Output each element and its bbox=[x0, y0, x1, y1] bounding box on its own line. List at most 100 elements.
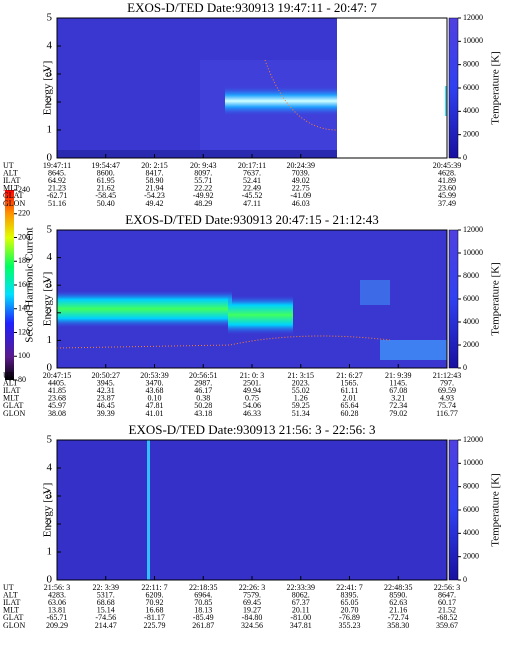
y2-tick-label: 8000 bbox=[463, 59, 479, 68]
table-cell: 355.23 bbox=[339, 621, 361, 630]
table-cell: 38.08 bbox=[48, 409, 66, 418]
table-cell: 21.62 bbox=[97, 184, 115, 193]
table-cell: -81.00 bbox=[290, 613, 311, 622]
table-cell: 4.93 bbox=[440, 394, 454, 403]
table-cell: -54.23 bbox=[144, 191, 165, 200]
y2-tick-label: 8000 bbox=[463, 271, 479, 280]
table-cell: 209.29 bbox=[46, 621, 68, 630]
row-label: ILAT bbox=[3, 386, 20, 395]
table-cell: 46.03 bbox=[292, 199, 310, 208]
y2-tick-label: 0 bbox=[463, 363, 467, 372]
table-cell: -68.52 bbox=[437, 613, 458, 622]
table-cell: 0.75 bbox=[245, 394, 259, 403]
table-cell: -49.92 bbox=[193, 191, 214, 200]
row-label: GLAT bbox=[3, 401, 24, 410]
row-label: GLON bbox=[3, 199, 25, 208]
table-cell: 21: 0: 3 bbox=[240, 371, 264, 380]
table-cell: 47.11 bbox=[243, 199, 261, 208]
y2-tick-label: 2000 bbox=[463, 551, 479, 560]
table-cell: 22.49 bbox=[243, 184, 261, 193]
table-cell: 22:18:35 bbox=[189, 583, 217, 592]
table-cell: 116.77 bbox=[436, 409, 458, 418]
table-cell: 54.06 bbox=[243, 401, 261, 410]
y2-tick-label: 12000 bbox=[463, 13, 483, 22]
table-cell: 49.94 bbox=[243, 386, 261, 395]
y2-tick-label: 6000 bbox=[463, 505, 479, 514]
table-cell: 8590. bbox=[389, 590, 407, 599]
row-label: UT bbox=[3, 583, 14, 592]
y2-tick-label: 10000 bbox=[463, 248, 483, 257]
table-cell: 6209. bbox=[146, 590, 164, 599]
colorbar-tick-label: 80 bbox=[18, 375, 26, 384]
y-tick-label: 2 bbox=[47, 96, 53, 108]
colorbar-tick-label: 220 bbox=[18, 209, 30, 218]
table-cell: 15.14 bbox=[97, 606, 115, 615]
table-cell: 22:11: 7 bbox=[141, 583, 167, 592]
panel-title: EXOS-D/TED Date:930913 19:47:11 - 20:47:… bbox=[127, 0, 377, 15]
table-cell: 358.30 bbox=[387, 621, 409, 630]
table-cell: 61.11 bbox=[341, 386, 359, 395]
table-cell: 46.33 bbox=[243, 409, 261, 418]
table-cell: 13.81 bbox=[48, 606, 66, 615]
table-cell: -65.71 bbox=[47, 613, 68, 622]
colorbar-right bbox=[448, 17, 459, 159]
row-label: GLAT bbox=[3, 613, 24, 622]
table-cell: -84.80 bbox=[242, 613, 263, 622]
table-cell: 20:17:11 bbox=[238, 161, 266, 170]
table-cell: 8417. bbox=[146, 168, 164, 177]
table-cell: 8395. bbox=[341, 590, 359, 599]
colorbar-tick-label: 180 bbox=[18, 256, 30, 265]
y-tick-label: 0 bbox=[47, 362, 53, 374]
colorbar-tick-label: 160 bbox=[18, 280, 30, 289]
table-cell: 2987. bbox=[194, 378, 212, 387]
table-cell: 67.08 bbox=[389, 386, 407, 395]
y2-tick-label: 12000 bbox=[463, 225, 483, 234]
table-cell: 51.34 bbox=[292, 409, 310, 418]
y-axis-label: Energy [eV] bbox=[42, 61, 54, 115]
table-cell: -74.56 bbox=[95, 613, 116, 622]
table-cell: 20: 2:15 bbox=[141, 161, 167, 170]
table-cell: 22:33:39 bbox=[287, 583, 315, 592]
table-cell: 39.39 bbox=[97, 409, 115, 418]
table-cell: 70.92 bbox=[146, 598, 164, 607]
spectrogram-band bbox=[225, 86, 337, 116]
table-cell: 22:26: 3 bbox=[239, 583, 265, 592]
table-cell: 7039. bbox=[292, 168, 310, 177]
table-cell: 50.28 bbox=[194, 401, 212, 410]
table-cell: 261.87 bbox=[192, 621, 214, 630]
table-cell: 1565. bbox=[341, 378, 359, 387]
table-cell: 55.71 bbox=[194, 176, 212, 185]
spectrogram-band bbox=[228, 295, 293, 335]
table-cell: 19.27 bbox=[243, 606, 261, 615]
table-cell: 21: 6:27 bbox=[336, 371, 362, 380]
y2-tick-label: 6000 bbox=[463, 83, 479, 92]
table-cell: 4405. bbox=[48, 378, 66, 387]
y-tick-label: 3 bbox=[47, 490, 53, 502]
table-cell: 47.81 bbox=[146, 401, 164, 410]
table-cell: 2.01 bbox=[343, 394, 357, 403]
y-tick-label: 1 bbox=[47, 334, 53, 346]
spectrogram-patch bbox=[380, 340, 447, 360]
row-label: ALT bbox=[3, 168, 18, 177]
table-cell: 347.81 bbox=[290, 621, 312, 630]
table-cell: 2501. bbox=[243, 378, 261, 387]
y-tick-label: 1 bbox=[47, 124, 53, 136]
table-cell: 60.17 bbox=[438, 598, 456, 607]
spectrogram-band bbox=[57, 290, 232, 328]
table-cell: 22:48:35 bbox=[384, 583, 412, 592]
spectrogram-trace bbox=[56, 335, 391, 349]
table-cell: 65.64 bbox=[341, 401, 359, 410]
y-tick-label: 5 bbox=[47, 224, 53, 236]
table-cell: 41.89 bbox=[438, 176, 456, 185]
y2-tick-label: 4000 bbox=[463, 528, 479, 537]
table-cell: 19:54:47 bbox=[92, 161, 120, 170]
table-cell: 69.45 bbox=[243, 598, 261, 607]
y-tick-label: 1 bbox=[47, 546, 53, 558]
table-cell: 16.68 bbox=[146, 606, 164, 615]
table-cell: 21:56: 3 bbox=[44, 583, 70, 592]
y2-tick-label: 4000 bbox=[463, 317, 479, 326]
y2-tick-label: 2000 bbox=[463, 340, 479, 349]
y2-axis-label: Temperature [K] bbox=[490, 262, 502, 335]
spectrogram-streak bbox=[147, 440, 150, 580]
colorbar-label: Second Harmonic Current bbox=[24, 227, 36, 342]
